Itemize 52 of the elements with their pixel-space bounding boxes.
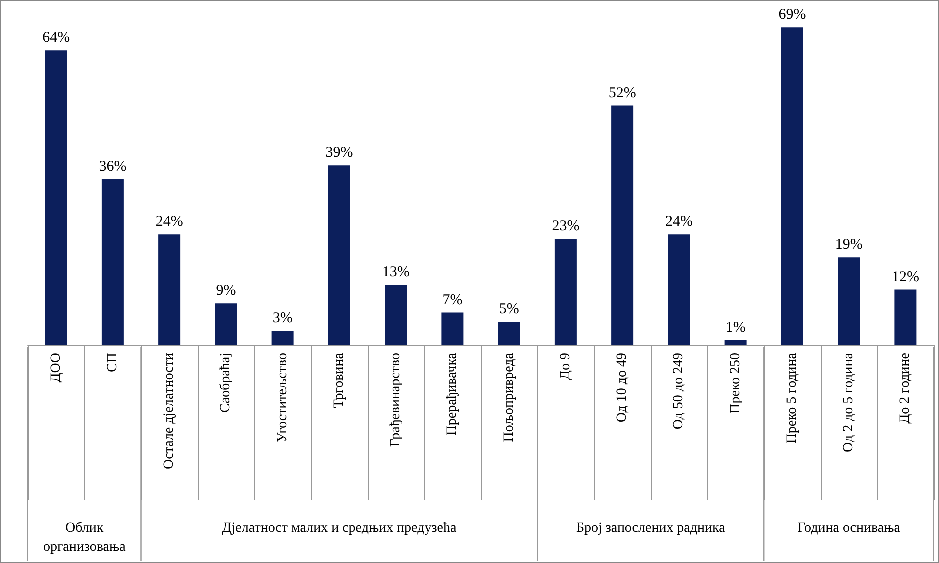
data-label: 24% xyxy=(665,214,693,230)
data-label: 69% xyxy=(778,7,806,24)
data-label: 7% xyxy=(442,292,463,308)
x-tick-label: Угоститељство xyxy=(275,353,290,443)
bar xyxy=(838,258,860,345)
x-tick-label: Пољопривреда xyxy=(502,352,517,442)
data-label: 19% xyxy=(835,237,863,254)
bar xyxy=(385,285,408,345)
data-label: 13% xyxy=(382,264,410,281)
x-tick-label: До 9 xyxy=(558,353,574,380)
data-label: 3% xyxy=(272,310,293,327)
bar xyxy=(724,340,747,345)
x-tick-label: До 2 године xyxy=(898,353,914,424)
x-tick-label: Грађевинарство xyxy=(388,353,404,448)
x-tick-label: Остале дјелатности xyxy=(162,352,178,470)
data-label: 36% xyxy=(99,158,127,175)
x-tick-label: Преко 5 година xyxy=(784,352,800,444)
x-tick-label: Саобраћај xyxy=(218,353,234,413)
x-tick-label: Од 10 до 49 xyxy=(615,353,630,423)
bar xyxy=(668,234,690,345)
data-label: 52% xyxy=(608,85,636,102)
data-label: 5% xyxy=(499,302,520,318)
bar xyxy=(498,322,520,345)
text: Број запослених радника xyxy=(576,521,726,536)
bar xyxy=(45,50,68,345)
bar xyxy=(328,166,350,345)
bar xyxy=(442,312,464,345)
data-label: 39% xyxy=(326,145,354,162)
bar xyxy=(272,331,294,345)
data-label: 1% xyxy=(726,320,746,336)
bar xyxy=(215,304,238,345)
x-tick-label: ДОО xyxy=(48,353,64,383)
text: Дјелатност малих и средњих предузећа xyxy=(222,521,458,536)
bar xyxy=(894,290,917,345)
data-label: 24% xyxy=(156,214,184,230)
x-tick-label: Од 50 до 249 xyxy=(672,353,687,430)
x-tick-label: Преко 250 xyxy=(728,353,744,414)
bar xyxy=(102,179,124,345)
bar xyxy=(781,28,804,345)
text: Облик организовања xyxy=(43,521,127,555)
x-tick-label: Од 2 до 5 година xyxy=(842,352,857,452)
bar xyxy=(158,234,181,345)
data-label: 9% xyxy=(216,283,236,300)
data-label: 64% xyxy=(42,30,70,46)
x-tick-label: Прерађивачка xyxy=(445,352,460,436)
x-tick-label: Трговина xyxy=(332,352,347,408)
bar xyxy=(554,239,577,345)
data-label: 12% xyxy=(892,269,920,286)
data-label: 23% xyxy=(552,218,580,235)
x-tick-label: СП xyxy=(105,353,120,372)
bar xyxy=(612,106,634,345)
text: Година оснивања xyxy=(798,521,902,536)
